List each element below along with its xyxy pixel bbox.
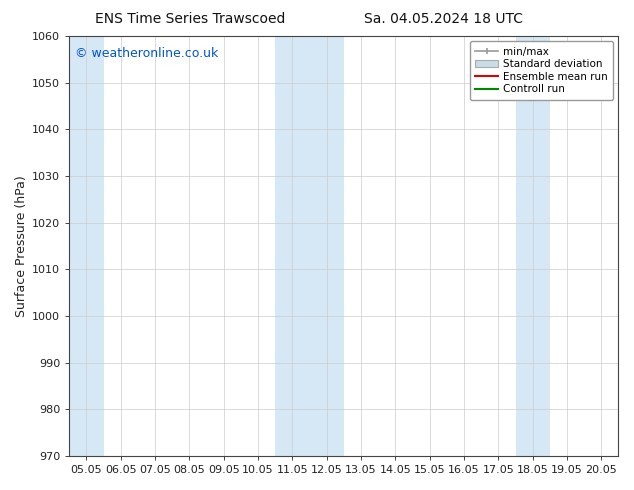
Text: ENS Time Series Trawscoed: ENS Time Series Trawscoed [95,12,285,26]
Text: Sa. 04.05.2024 18 UTC: Sa. 04.05.2024 18 UTC [365,12,523,26]
Bar [69,36,103,456]
Text: © weatheronline.co.uk: © weatheronline.co.uk [75,47,218,60]
Y-axis label: Surface Pressure (hPa): Surface Pressure (hPa) [15,175,28,317]
Bar [515,36,550,456]
Legend: min/max, Standard deviation, Ensemble mean run, Controll run: min/max, Standard deviation, Ensemble me… [470,41,613,99]
Bar [275,36,344,456]
